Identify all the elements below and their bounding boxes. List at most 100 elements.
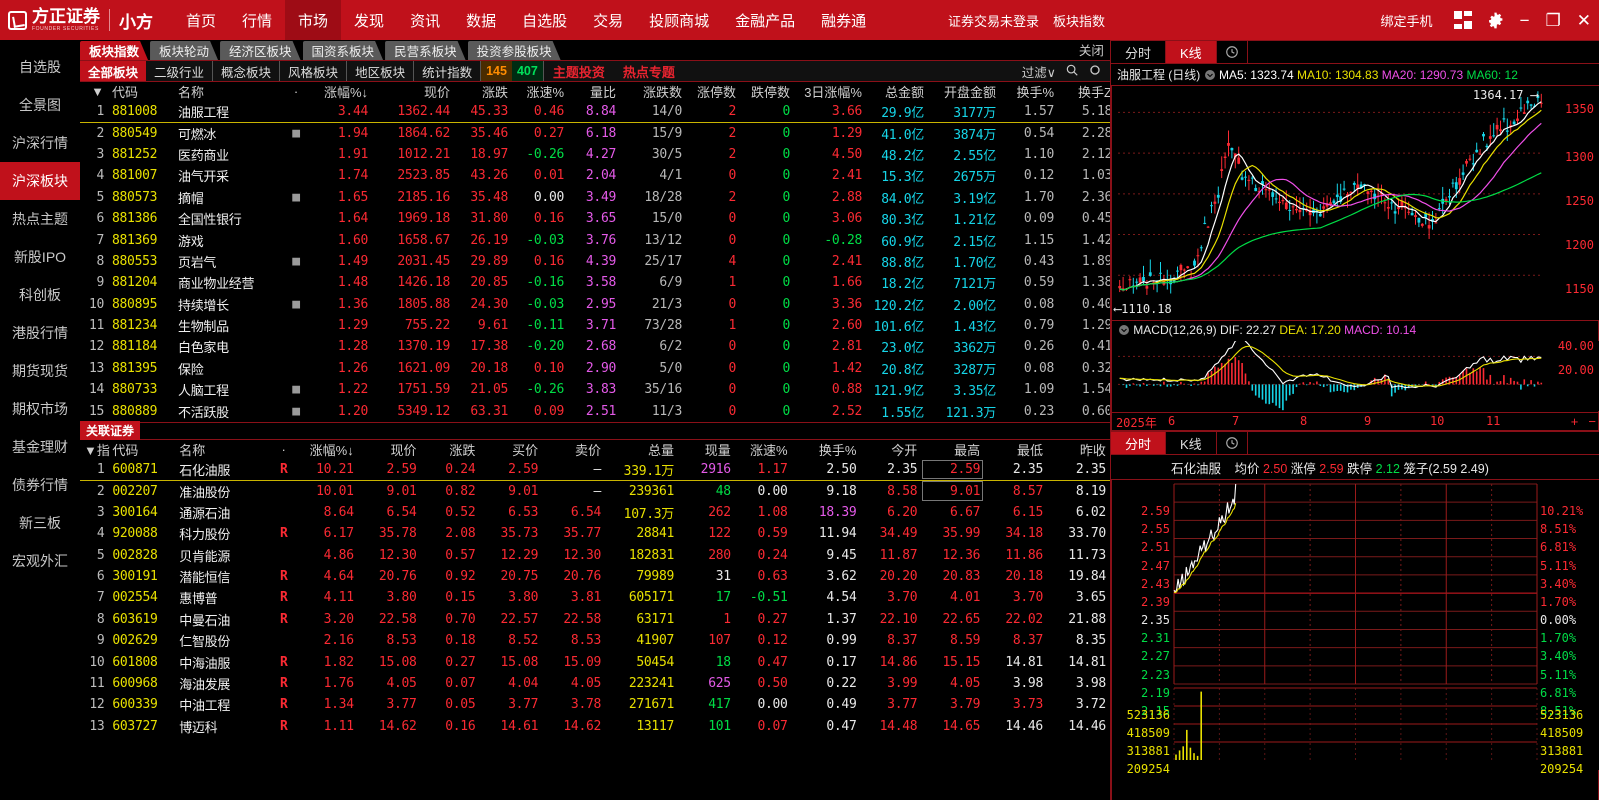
- subtab-全部板块[interactable]: 全部板块: [80, 61, 147, 81]
- tab-民营系板块[interactable]: 民营系板块: [385, 41, 466, 60]
- subtab-二级行业[interactable]: 二级行业: [146, 61, 214, 81]
- subtab-地区板块[interactable]: 地区板块: [347, 61, 415, 81]
- login-status-text[interactable]: 证券交易未登录: [948, 13, 1040, 29]
- col-prevclose[interactable]: 昨收: [1046, 439, 1110, 459]
- zoom-in-button[interactable]: +: [1570, 414, 1579, 429]
- sidebar-item-5[interactable]: 新股IPO: [13, 249, 67, 265]
- col-ask[interactable]: 卖价: [542, 439, 606, 459]
- col-code[interactable]: 代码: [108, 439, 176, 459]
- table-row[interactable]: 11 600968 海油发展 R 1.76 4.05 0.07 4.04 4.05 223241 6…: [80, 673, 1110, 694]
- sidebar-item-8[interactable]: 期货现货: [12, 363, 68, 379]
- table-row[interactable]: 7 002554 惠博普 R 4.11 3.80 0.15 3.80 3.81 605171 17 -…: [80, 587, 1110, 608]
- col-total-amount[interactable]: 总金额: [866, 82, 928, 101]
- subtab-概念板块[interactable]: 概念板块: [213, 61, 281, 81]
- col-3day-change[interactable]: 3日涨幅%: [794, 82, 866, 101]
- close-tab-button[interactable]: 关闭: [1078, 44, 1104, 58]
- minimize-icon[interactable]: −: [1519, 10, 1530, 30]
- gear-icon[interactable]: [1088, 63, 1102, 80]
- nav-item-6[interactable]: 自选股: [522, 12, 568, 30]
- sidebar-item-11[interactable]: 债券行情: [12, 477, 68, 493]
- table-row[interactable]: 12 600339 中油工程 R 1.34 3.77 0.05 3.77 3.78 271671 4…: [80, 694, 1110, 715]
- sidebar-item-7[interactable]: 港股行情: [12, 325, 68, 341]
- tab-投资参股板块[interactable]: 投资参股板块: [468, 41, 561, 60]
- zoom-out-button[interactable]: −: [1588, 414, 1596, 429]
- table-row[interactable]: 13 603727 博迈科 R 1.11 14.62 0.16 14.61 14.62 13117…: [80, 716, 1110, 737]
- timeline-chart[interactable]: 2.59 2.55 2.51 2.47 2.43 2.39 2.35 2.31 2.27 2.23…: [1110, 479, 1599, 800]
- nav-item-0[interactable]: 首页: [186, 12, 217, 30]
- table-row[interactable]: 9 881204 商业物业经营 1.48 1426.18 20.85 -0.16 3.58 6/…: [80, 272, 1116, 293]
- nav-item-5[interactable]: 数据: [466, 12, 497, 30]
- subtab-风格板块[interactable]: 风格板块: [280, 61, 348, 81]
- table-row[interactable]: 12 881184 白色家电 1.28 1370.19 17.38 -0.20 2.68 6/2…: [80, 336, 1116, 357]
- table-row[interactable]: 1 881008 油服工程 3.44 1362.44 45.33 0.46 8.84 14/0 2…: [80, 101, 1116, 123]
- table-row[interactable]: 5 880573 摘帽 ■ 1.65 2185.16 35.48 0.00 3.49 18/28 2…: [80, 187, 1116, 208]
- col-turnover[interactable]: 换手%: [791, 439, 861, 459]
- col-open[interactable]: 今开: [860, 439, 922, 459]
- col-name[interactable]: 名称: [175, 439, 273, 459]
- col-index[interactable]: ▼指: [80, 439, 110, 459]
- col-limitdown-count[interactable]: 跌停数: [740, 82, 794, 101]
- nav-item-8[interactable]: 投顾商城: [649, 12, 710, 30]
- macd-chevron-icon[interactable]: [1118, 324, 1130, 339]
- table-row[interactable]: 6 300191 潜能恒信 R 4.64 20.76 0.92 20.75 20.76 79989…: [80, 566, 1110, 587]
- tab-分时-kline[interactable]: 分时: [1111, 41, 1166, 63]
- table-row[interactable]: 2 002207 准油股份 10.01 9.01 0.82 9.01 – 239361 48 0.0…: [80, 480, 1110, 501]
- sidebar-item-2[interactable]: 沪深行情: [12, 135, 68, 151]
- restore-icon[interactable]: ❐: [1545, 10, 1561, 30]
- nav-item-2[interactable]: 市场: [285, 0, 342, 40]
- link-主题投资[interactable]: 主题投资: [552, 64, 605, 80]
- tab-K线-kline[interactable]: K线: [1165, 41, 1217, 63]
- table-row[interactable]: 10 880895 持续增长 ■ 1.36 1805.88 24.30 -0.03 2.95 21…: [80, 294, 1116, 315]
- col-change-pct[interactable]: 涨幅%↓: [306, 82, 372, 101]
- filter-dropdown[interactable]: 过滤∨: [1021, 65, 1056, 80]
- table-row[interactable]: 1 600871 石化油服 R 10.21 2.59 0.24 2.59–339.1万 2916…: [80, 458, 1110, 481]
- col-turnover-z[interactable]: 换手Z: [1058, 82, 1116, 101]
- sidebar-item-4[interactable]: 热点主题: [12, 211, 68, 227]
- table-row[interactable]: 15 880889 不活跃股 ■ 1.20 5349.12 63.31 0.09 2.51 11/…: [80, 400, 1116, 421]
- sidebar-item-0[interactable]: 自选股: [19, 59, 61, 75]
- sidebar-item-10[interactable]: 基金理财: [12, 439, 68, 455]
- gear-icon[interactable]: [1486, 11, 1505, 30]
- tab-板块指数[interactable]: 板块指数: [80, 41, 148, 60]
- sidebar-item-13[interactable]: 宏观外汇: [12, 553, 68, 569]
- col-change-pct[interactable]: 涨幅%↓: [294, 439, 358, 459]
- col-open-amount[interactable]: 开盘金额: [928, 82, 1000, 101]
- table-row[interactable]: 3 300164 通源石油 8.64 6.54 0.52 6.53 6.54 107.3万 262…: [80, 502, 1110, 523]
- col-sort[interactable]: ▼: [80, 82, 108, 101]
- table-row[interactable]: 11 881234 生物制品 1.29 755.22 9.61 -0.11 3.71 73/28…: [80, 315, 1116, 336]
- table-row[interactable]: 7 881369 游戏 1.60 1658.67 26.19 -0.03 3.76 13/12 0…: [80, 229, 1116, 250]
- sidebar-item-3[interactable]: 沪深板块: [0, 162, 80, 200]
- nav-item-7[interactable]: 交易: [593, 12, 624, 30]
- history-clock-icon[interactable]: [1217, 41, 1248, 63]
- table-row[interactable]: 3 881252 医药商业 1.91 1012.21 18.97 -0.26 4.27 30/5…: [80, 144, 1116, 165]
- table-row[interactable]: 6 881386 全国性银行 1.64 1969.18 31.80 0.16 3.65 15/0…: [80, 208, 1116, 229]
- col-diff[interactable]: 涨跌: [454, 82, 512, 101]
- col-limitup-count[interactable]: 涨停数: [686, 82, 740, 101]
- col-current-vol[interactable]: 现量: [678, 439, 735, 459]
- nav-item-1[interactable]: 行情: [242, 12, 273, 30]
- brand-logo[interactable]: 方正证券 FOUNDER SECURITIES 小方: [0, 8, 159, 33]
- col-mark[interactable]: ·: [286, 82, 306, 101]
- tab-分时-timeline[interactable]: 分时: [1110, 432, 1166, 454]
- tab-板块轮动[interactable]: 板块轮动: [150, 41, 218, 60]
- table-row[interactable]: 9 002629 仁智股份 2.16 8.53 0.18 8.52 8.53 41907 107 0…: [80, 630, 1110, 651]
- col-low[interactable]: 最低: [984, 439, 1047, 459]
- table-row[interactable]: 5 002828 贝肯能源 4.86 12.30 0.57 12.29 12.30 182831…: [80, 544, 1110, 565]
- nav-item-10[interactable]: 融券通: [821, 12, 867, 30]
- sidebar-item-6[interactable]: 科创板: [19, 287, 61, 303]
- col-speed[interactable]: 涨速%: [512, 82, 568, 101]
- macd-chart[interactable]: MACD(12,26,9) DIF: 22.27 DEA: 17.20 MACD…: [1110, 321, 1599, 413]
- col-diff[interactable]: 涨跌: [420, 439, 480, 459]
- table-row[interactable]: 14 880733 人脑工程 ■ 1.22 1751.59 21.05 -0.26 3.83 35…: [80, 379, 1116, 400]
- col-mark[interactable]: ·: [272, 439, 295, 459]
- col-price[interactable]: 现价: [357, 439, 421, 459]
- table-row[interactable]: 10 601808 中海油服 R 1.82 15.08 0.27 15.08 15.09 5045…: [80, 651, 1110, 672]
- kline-chart[interactable]: 1364.17 ⟶ ⟵1110.18 1350 1300 1250 1200 1…: [1110, 85, 1599, 321]
- tab-国资系板块[interactable]: 国资系板块: [303, 41, 384, 60]
- tab-K线-timeline[interactable]: K线: [1166, 432, 1217, 454]
- table-row[interactable]: 8 603619 中曼石油 R 3.20 22.58 0.70 22.57 22.58 63171…: [80, 609, 1110, 630]
- table-row[interactable]: 8 880553 页岩气 ■ 1.49 2031.45 29.89 0.16 4.39 25/17…: [80, 251, 1116, 272]
- table-row[interactable]: 13 881395 保险 1.26 1621.09 20.18 0.10 2.90 5/0 0 0 1…: [80, 358, 1116, 379]
- col-volratio[interactable]: 量比: [568, 82, 620, 101]
- nav-item-9[interactable]: 金融产品: [735, 12, 796, 30]
